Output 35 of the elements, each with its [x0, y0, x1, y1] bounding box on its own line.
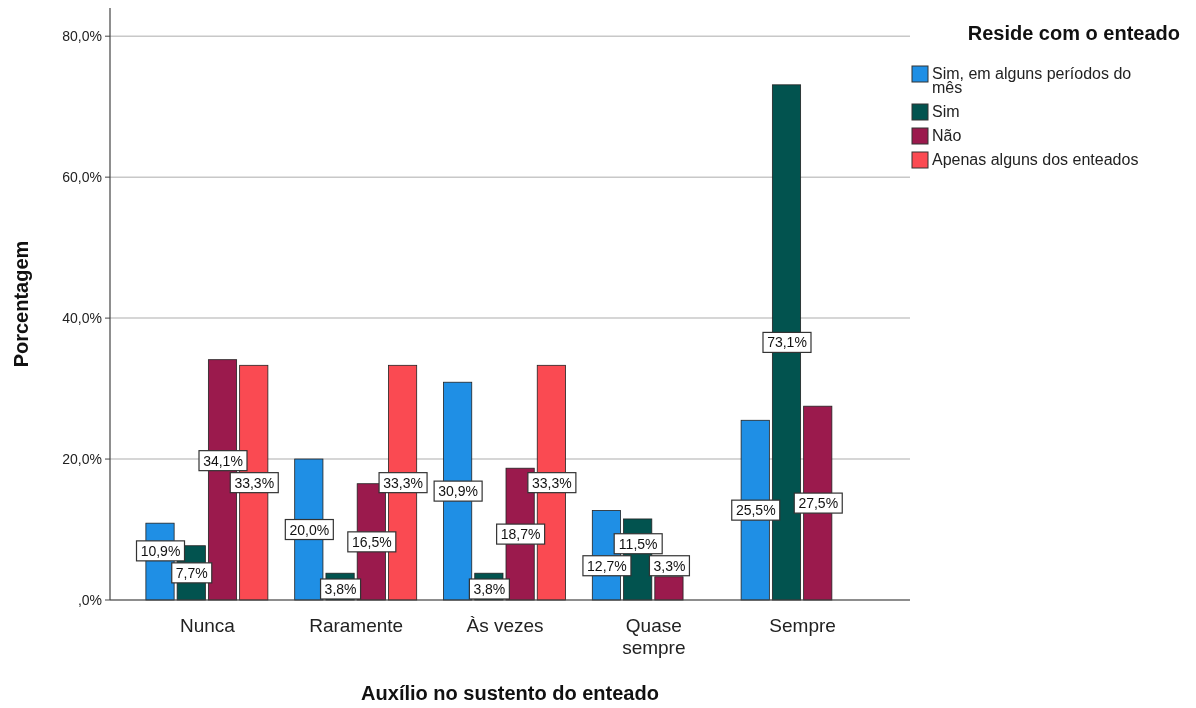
x-tick-label: Às vezes — [466, 615, 544, 636]
data-label: 25,5% — [735, 502, 776, 519]
data-label: 12,7% — [587, 557, 627, 574]
data-label: 30,9% — [438, 483, 478, 500]
data-label: 73,1% — [767, 334, 807, 351]
data-label: 33,3% — [532, 474, 572, 491]
data-label: 3,3% — [653, 557, 686, 574]
legend-label: Apenas alguns dos enteados — [932, 151, 1139, 168]
data-label: 10,9% — [140, 542, 181, 559]
data-label: 27,5% — [798, 495, 839, 512]
data-label: 34,1% — [203, 452, 243, 469]
data-label: 3,8% — [473, 581, 506, 597]
y-tick-label: 20,0% — [62, 451, 102, 468]
data-label: 18,7% — [500, 526, 541, 543]
data-label: 33,3% — [234, 474, 275, 491]
data-label: 16,5% — [351, 533, 392, 550]
legend-label: Sim — [932, 103, 960, 120]
legend-label: Sim, em alguns períodos do mês — [932, 65, 1132, 96]
x-tick-label: Raramente — [309, 615, 404, 636]
data-label: 11,5% — [618, 535, 658, 552]
legend-label: Não — [932, 127, 962, 144]
data-label: 3,8% — [324, 581, 357, 597]
data-label: 7,7% — [175, 564, 208, 581]
data-label: 20,0% — [289, 521, 330, 538]
y-tick-label: ,0% — [77, 592, 102, 608]
y-tick-label: 60,0% — [62, 169, 102, 186]
y-tick-label: 80,0% — [62, 28, 102, 45]
data-label: 33,3% — [383, 474, 423, 491]
x-tick-label: Nunca — [179, 615, 236, 636]
y-axis-title: Porcentagem — [10, 240, 32, 368]
y-tick-label: 40,0% — [62, 310, 102, 327]
x-axis-title: Auxílio no sustento do enteado — [361, 682, 659, 704]
legend-title: Reside com o enteado — [967, 22, 1180, 44]
x-tick-label: Quase sempre — [622, 615, 686, 658]
x-tick-label: Sempre — [769, 615, 836, 636]
